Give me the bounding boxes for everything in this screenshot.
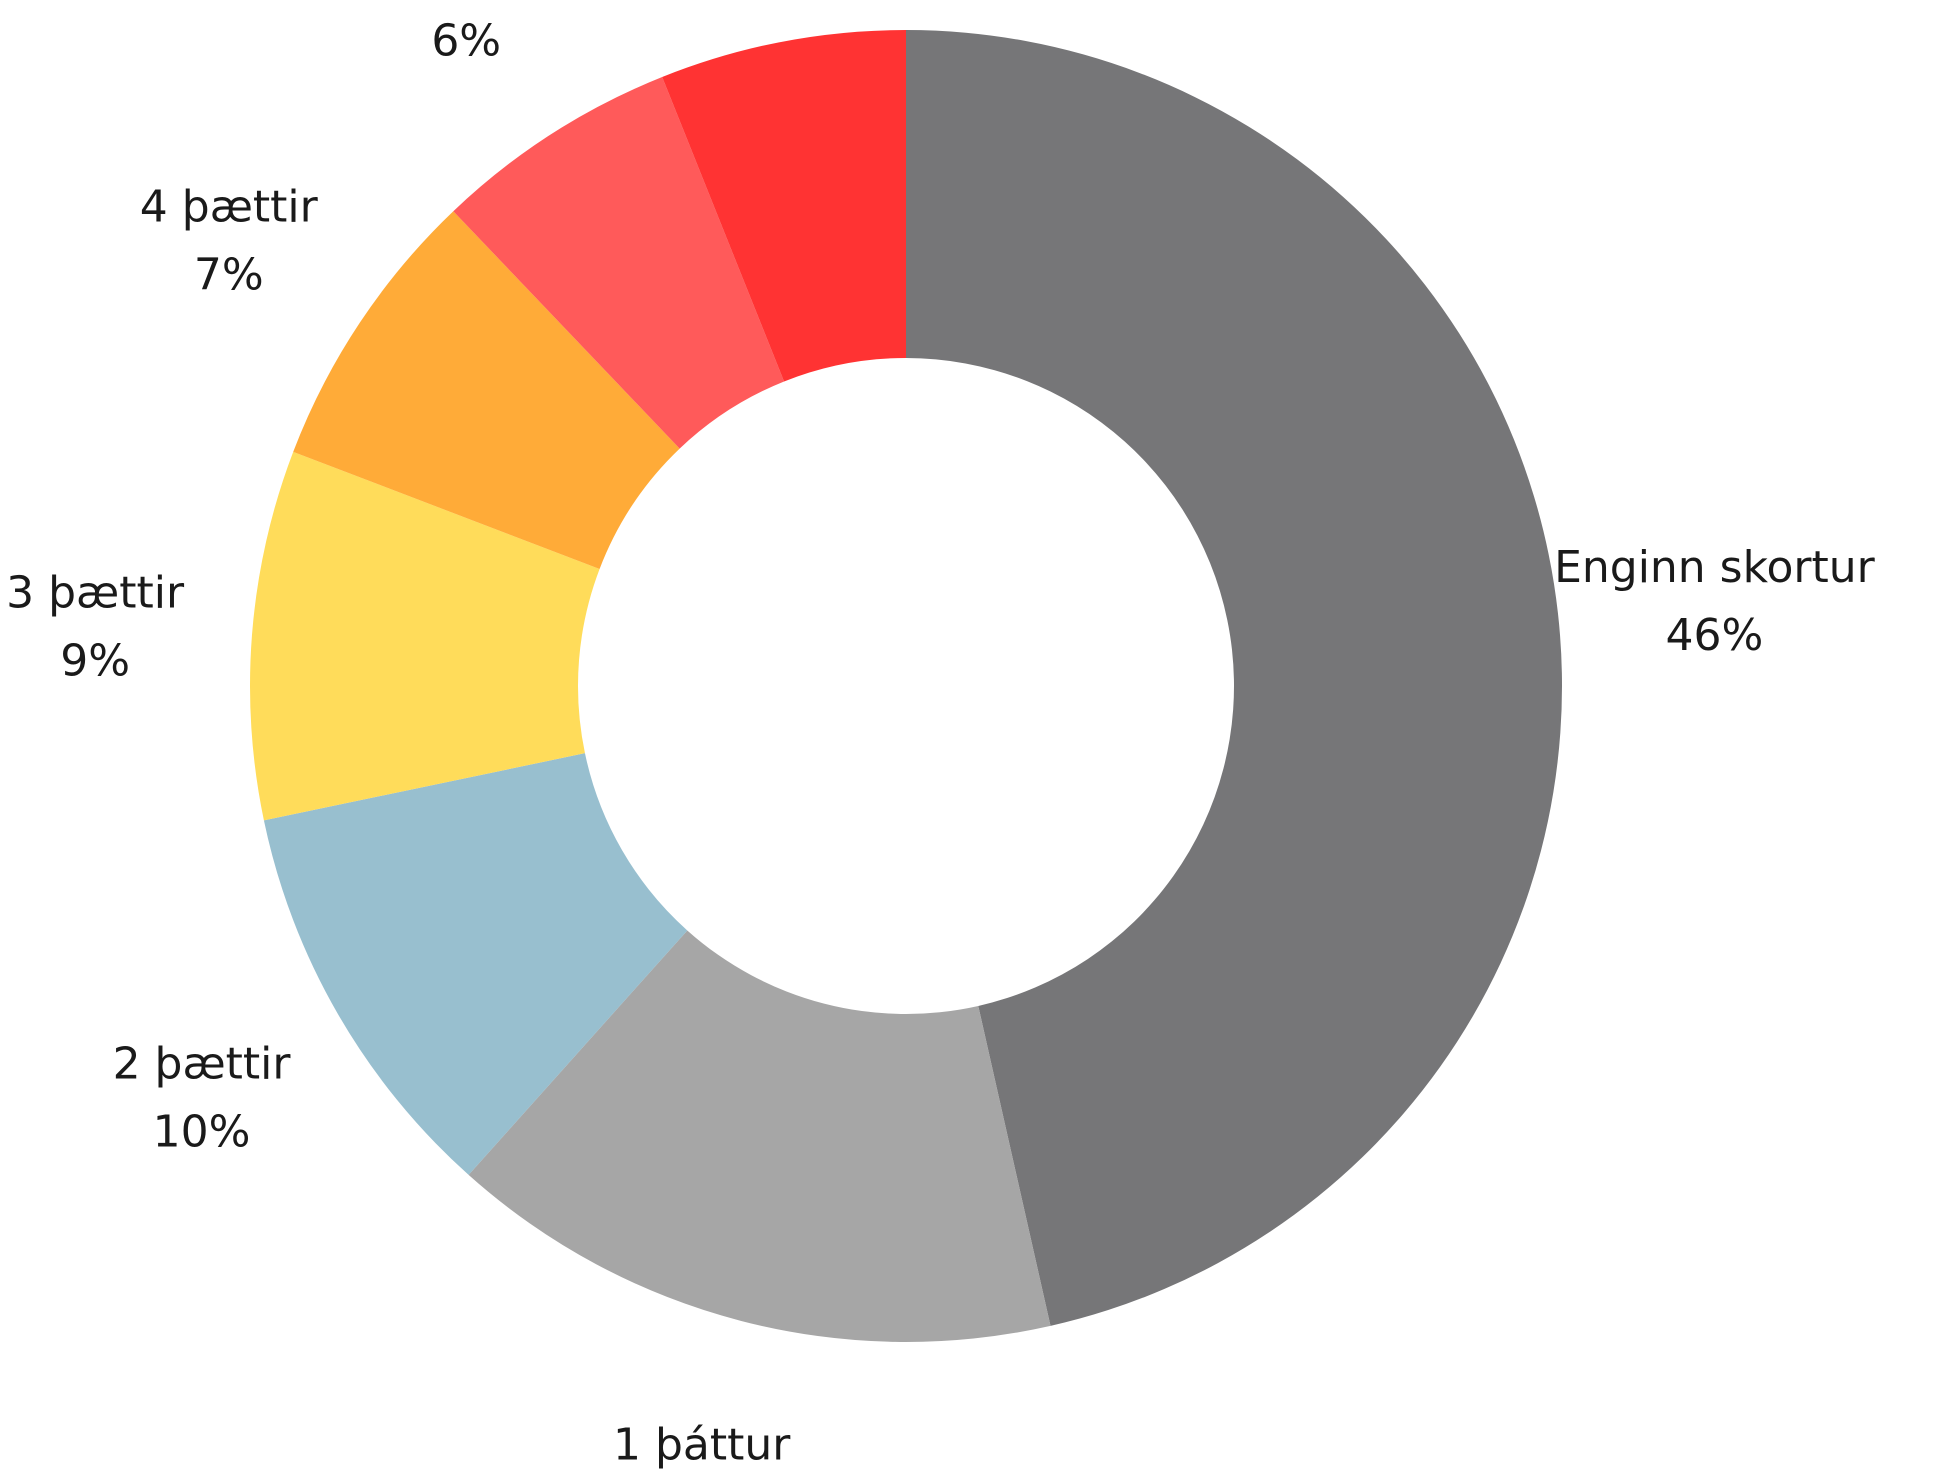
slice-label: Enginn skortur (1554, 542, 1876, 593)
slice-label: 4 þættir (140, 181, 319, 232)
slice-value-label: 10% (153, 1107, 251, 1158)
donut-slice (263, 753, 688, 1175)
donut-slice (468, 930, 1051, 1342)
donut-slice (453, 76, 785, 449)
slice-value-label: 9% (60, 636, 130, 687)
slice-value-label: 46% (1666, 610, 1764, 661)
slice-label: 1 þáttur (613, 1419, 791, 1470)
slice-value-label: 6% (431, 16, 501, 67)
slice-label: 3 þættir (6, 568, 185, 619)
donut-slice (662, 30, 906, 382)
donut-slice (906, 30, 1563, 1326)
donut-slice (250, 451, 600, 821)
donut-slice (293, 211, 680, 569)
slice-label: 2 þættir (113, 1039, 292, 1090)
slice-value-label: 7% (194, 249, 264, 300)
